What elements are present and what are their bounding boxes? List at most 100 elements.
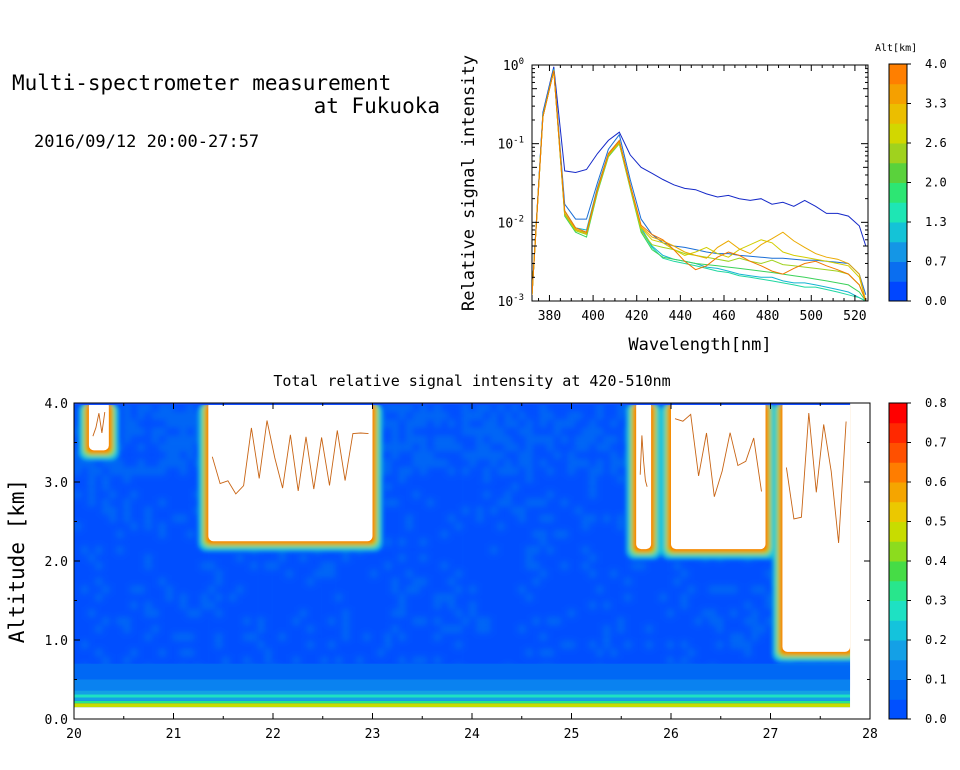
heatmap-cell — [567, 418, 576, 428]
heatmap-cell — [490, 442, 499, 452]
heatmap-band-layer — [74, 694, 851, 698]
heatmap-cell — [603, 640, 612, 649]
heatmap-cell — [370, 561, 379, 570]
heatmap-cell — [405, 624, 414, 634]
heatmap-cell — [419, 482, 428, 491]
heatmap-cell — [186, 616, 195, 626]
heatmap-cell — [447, 576, 456, 586]
heatmap-cell — [567, 505, 576, 515]
heatmap-cell — [151, 584, 160, 594]
heatmap-cell — [751, 624, 760, 634]
heatmap-cell — [574, 592, 583, 602]
heatmap-cell — [603, 600, 612, 610]
heatmap-cell — [102, 497, 111, 507]
heatmap-cell — [511, 434, 520, 444]
intensity-colorbar-tick-label: 0.4 — [925, 554, 947, 568]
heatmap-cell — [299, 584, 308, 594]
heatmap-cell — [553, 442, 562, 452]
heatmap-cell — [123, 568, 132, 578]
heatmap-cell — [659, 568, 668, 578]
heatmap-cell — [454, 561, 464, 570]
heatmap-cell — [377, 568, 386, 578]
heatmap-cell — [454, 403, 464, 412]
intensity-colorbar-tick-label: 0.7 — [925, 436, 947, 450]
heatmap-cell — [518, 576, 527, 586]
heatmap-cell — [490, 537, 499, 547]
heatmap-cell — [483, 434, 492, 444]
heatmap-cell — [165, 521, 174, 531]
heatmap-cell — [708, 561, 718, 570]
heatmap-cell — [208, 600, 217, 610]
heatmap-cell — [701, 655, 710, 665]
heatmap-cell — [412, 632, 421, 641]
heatmap-cell — [645, 568, 654, 578]
heatmap-cell — [123, 442, 132, 452]
heatmap-cell — [243, 624, 252, 634]
heatmap-cell — [462, 442, 471, 452]
heatmap-cell — [723, 600, 732, 610]
heatmap-cell — [123, 482, 132, 491]
heatmap-cell — [560, 505, 569, 515]
heatmap-cell — [447, 403, 456, 412]
heatmap-cell — [419, 537, 428, 547]
heatmap-cell — [320, 640, 329, 649]
heatmap-cell — [652, 608, 661, 618]
heatmap-cell — [412, 521, 421, 531]
heatmap-cell — [144, 442, 153, 452]
altitude-colorbar-segment — [889, 182, 907, 203]
heatmap-cell — [539, 442, 548, 452]
heatmap-cell — [596, 521, 605, 531]
heatmap-cell — [102, 474, 111, 483]
heatmap-cell — [144, 600, 153, 610]
heatmap-cell — [469, 608, 478, 618]
heatmap-cell — [109, 632, 118, 641]
heatmap-y-tick-label: 3.0 — [45, 476, 68, 491]
heatmap-cell — [462, 624, 471, 634]
heatmap-cell — [165, 632, 174, 641]
heatmap-cell — [504, 521, 513, 531]
heatmap-cell — [271, 561, 280, 570]
heatmap-cell — [532, 403, 541, 412]
heatmap-cell — [574, 521, 583, 531]
heatmap-cell — [74, 466, 83, 476]
heatmap-cell — [546, 434, 555, 444]
heatmap-cell — [483, 458, 492, 468]
heatmap-cell — [504, 640, 513, 649]
heatmap-cell — [490, 482, 499, 491]
heatmap-cell — [454, 568, 464, 578]
heatmap-cell — [264, 608, 273, 618]
heatmap-cell — [109, 640, 118, 649]
heatmap-cell — [610, 568, 619, 578]
heatmap-cell — [179, 426, 188, 436]
heatmap-cell — [532, 537, 541, 547]
heatmap-cell — [454, 426, 464, 436]
heatmap-cell — [426, 450, 435, 460]
heatmap-y-tick-label: 1.0 — [45, 634, 68, 649]
heatmap-cell — [412, 537, 421, 547]
heatmap-cell — [363, 616, 372, 626]
heatmap-cell — [285, 553, 294, 562]
heatmap-cell — [581, 529, 591, 539]
heatmap-cell — [462, 403, 471, 412]
heatmap-cell — [574, 640, 583, 649]
heatmap-cell — [109, 474, 118, 483]
heatmap-cell — [673, 576, 682, 586]
heatmap-cell — [737, 600, 746, 610]
heatmap-cell — [617, 608, 626, 618]
heatmap-cell — [384, 624, 393, 634]
heatmap-cell — [433, 434, 442, 444]
heatmap-cell — [723, 568, 732, 578]
heatmap-cell — [765, 576, 774, 586]
heatmap-cell — [504, 410, 513, 420]
heatmap-cell — [525, 513, 534, 523]
heatmap-cell — [596, 537, 605, 547]
heatmap-cell — [511, 553, 520, 562]
heatmap-cell — [278, 553, 287, 562]
heatmap-cell — [179, 655, 188, 665]
heatmap-cell — [179, 616, 188, 626]
heatmap-cell — [589, 529, 598, 539]
heatmap-cell — [454, 489, 464, 499]
heatmap-cell — [313, 655, 322, 665]
heatmap-cell — [243, 553, 252, 562]
heatmap-cell — [532, 640, 541, 649]
